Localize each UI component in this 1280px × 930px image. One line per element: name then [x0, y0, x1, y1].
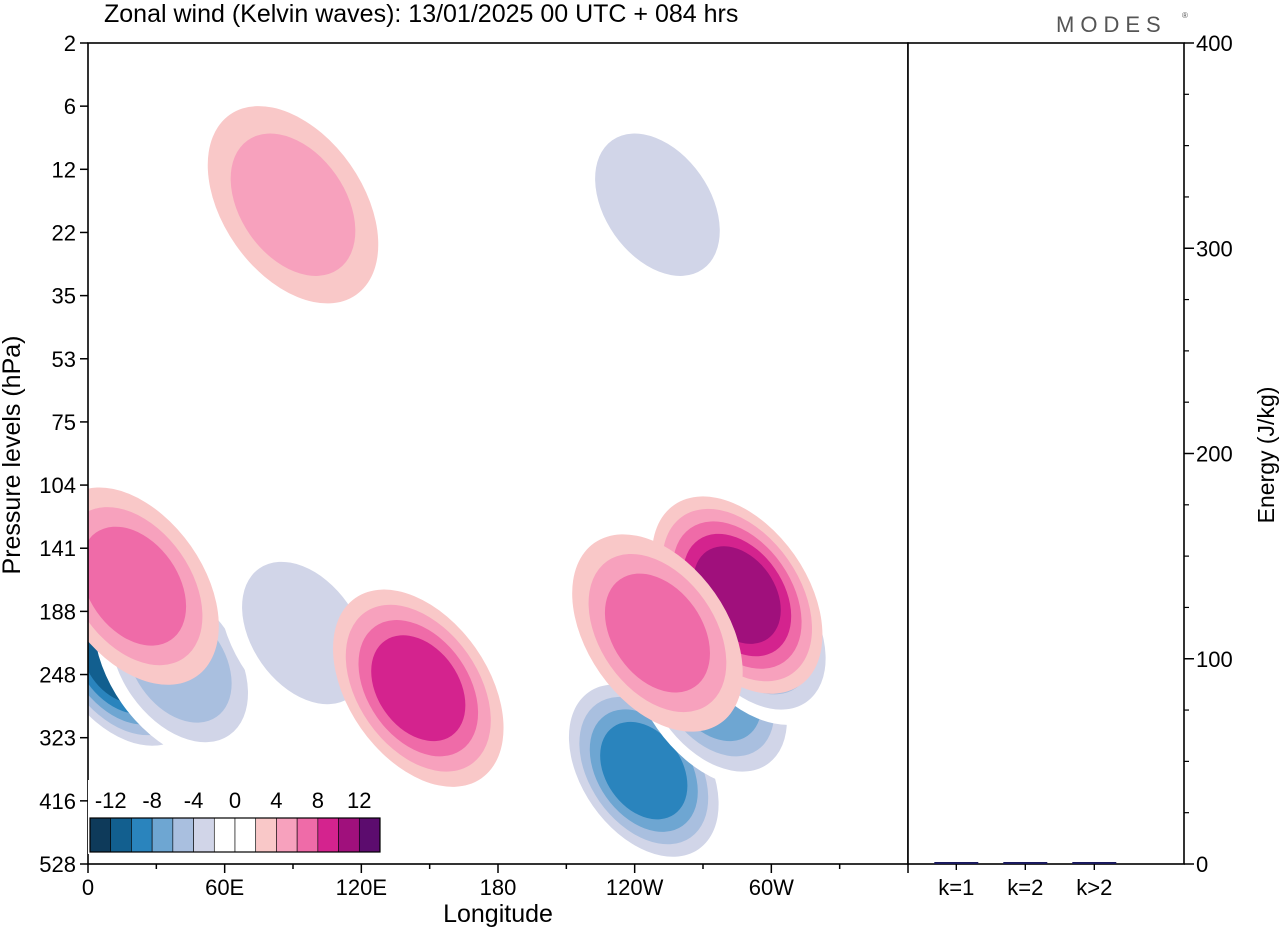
- energy-tick-label: 400: [1196, 31, 1233, 56]
- energy-tick-label: 300: [1196, 236, 1233, 261]
- y-tick-label: 6: [64, 94, 76, 119]
- colorbar-swatch: [234, 817, 257, 853]
- y-tick-label: 75: [52, 410, 76, 435]
- colorbar-swatch: [89, 817, 112, 853]
- y-tick-label: 248: [39, 663, 76, 688]
- x-tick-label: 60E: [205, 875, 244, 900]
- y-tick-label: 53: [52, 347, 76, 372]
- field-contour: [88, 526, 187, 646]
- energy-axis-label: Energy (J/kg): [1253, 387, 1279, 524]
- colorbar-swatch: [193, 817, 215, 853]
- colorbar-tick-label: 12: [347, 788, 371, 813]
- colorbar-tick-label: 4: [270, 788, 282, 813]
- colorbar-swatch: [255, 817, 277, 853]
- colorbar-swatch: [317, 817, 339, 853]
- colorbar-tick-label: 0: [229, 788, 241, 813]
- energy-tick-label: 0: [1196, 852, 1208, 877]
- field-contour: [371, 635, 466, 742]
- colorbar-swatch: [110, 817, 132, 853]
- chart-title: Zonal wind (Kelvin waves): 13/01/2025 00…: [104, 0, 738, 28]
- colorbar-tick-label: -12: [95, 788, 127, 813]
- energy-axis: 0 100 200 300 400: [1184, 31, 1233, 877]
- colorbar-swatch: [131, 817, 153, 853]
- y-tick-label: 104: [39, 473, 76, 498]
- energy-bar: [1003, 862, 1048, 864]
- energy-category-label: k=1: [938, 875, 974, 900]
- y-tick-label: 323: [39, 726, 76, 751]
- y-tick-label: 188: [39, 599, 76, 624]
- y-tick-label: 528: [39, 852, 76, 877]
- colorbar-tick-label: -4: [184, 788, 204, 813]
- y-tick-label: 12: [52, 157, 76, 182]
- field-contour: [600, 721, 688, 820]
- x-tick-label: 120W: [606, 875, 664, 900]
- colorbar-swatch: [213, 817, 236, 853]
- field-contour: [604, 573, 710, 693]
- y-tick-label: 22: [52, 220, 76, 245]
- y-tick-label: 141: [39, 536, 76, 561]
- x-tick-label: 60W: [749, 875, 794, 900]
- y-tick-label: 35: [52, 284, 76, 309]
- energy-category-label: k>2: [1076, 875, 1112, 900]
- y-axis-label: Pressure levels (hPa): [0, 336, 26, 575]
- colorbar: -12 -8 -4 0 4 8 12: [88, 780, 382, 854]
- heatmap-field: [88, 106, 839, 864]
- field-contour: [595, 133, 720, 276]
- colorbar-swatch: [172, 817, 194, 853]
- energy-bar: [934, 862, 979, 864]
- energy-tick-label: 100: [1196, 647, 1233, 672]
- colorbar-swatch: [151, 817, 174, 853]
- energy-panel-frame: [907, 42, 1185, 865]
- field-contour: [230, 133, 356, 276]
- colorbar-tick-label: -8: [142, 788, 162, 813]
- brand-reg-mark: ®: [1182, 11, 1188, 20]
- pressure-axis: 2 6 12 22 35 53 75 104 141 188 248 323 416 528: [39, 31, 88, 877]
- y-tick-label: 416: [39, 789, 76, 814]
- x-tick-label: 120E: [336, 875, 387, 900]
- x-tick-label: 0: [82, 875, 94, 900]
- x-axis-label: Longitude: [443, 900, 553, 928]
- colorbar-swatch: [338, 817, 360, 853]
- heatmap-plot-area: [88, 43, 908, 864]
- x-tick-label: 180: [480, 875, 517, 900]
- energy-bars: k=1 k=2 k>2: [934, 862, 1117, 900]
- brand-logo: MODES: [1056, 12, 1167, 37]
- colorbar-swatch: [296, 817, 319, 853]
- colorbar-swatch: [358, 817, 381, 853]
- y-tick-label: 2: [64, 31, 76, 56]
- colorbar-swatch: [276, 817, 298, 853]
- energy-tick-label: 200: [1196, 442, 1233, 467]
- energy-category-label: k=2: [1007, 875, 1043, 900]
- energy-bar: [1072, 862, 1117, 864]
- colorbar-tick-label: 8: [312, 788, 324, 813]
- longitude-axis: 0 60E 120E 180 120W 60W: [82, 864, 909, 900]
- colorbar-frame: [89, 817, 381, 853]
